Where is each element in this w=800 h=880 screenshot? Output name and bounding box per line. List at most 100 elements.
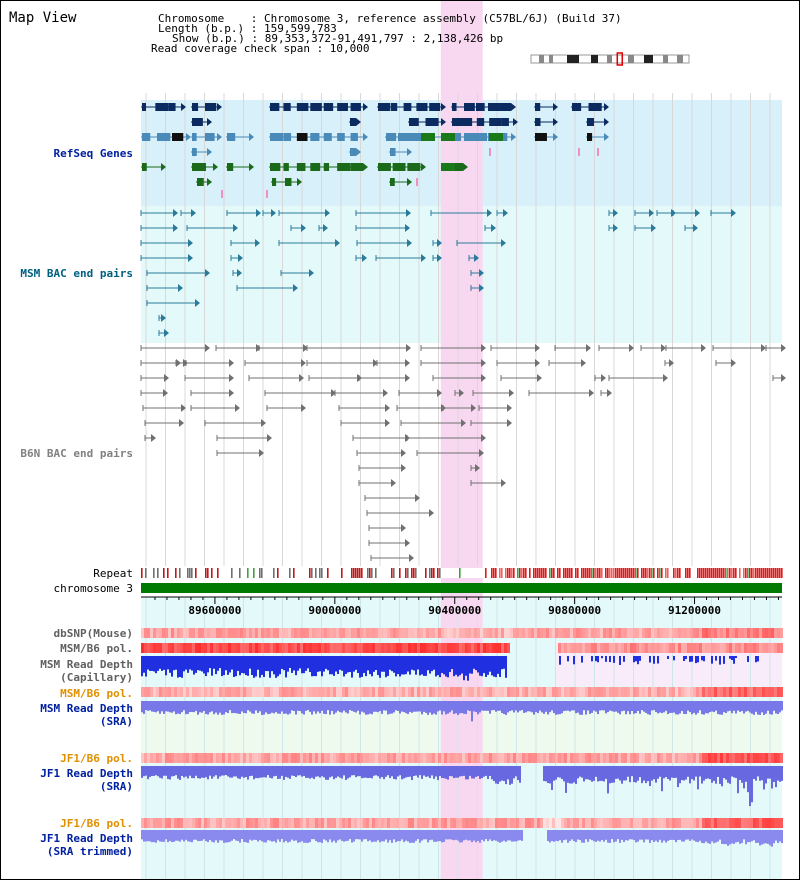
- msm-pol-sra-cell: [270, 687, 273, 697]
- jf1-depth-sra-bar: [315, 766, 317, 777]
- msm-depth-sra-bar: [665, 701, 667, 711]
- jf1-pol-cell: [276, 753, 279, 763]
- jf1-pol2-cell: [282, 818, 285, 828]
- msm-bac-pair-end-arrow: [437, 254, 442, 262]
- msm-pol-sra-cell: [690, 687, 693, 697]
- msm-depth-sra-bar: [427, 701, 429, 715]
- msm-pol-cap-cell: [636, 643, 639, 653]
- msm-depth-capillary-bar: [497, 656, 499, 674]
- msm-depth-capillary-bar: [683, 656, 685, 662]
- repeat-element: [557, 568, 559, 578]
- jf1-depth-trimmed-bar: [661, 830, 663, 843]
- dbsnp-cell: [432, 628, 435, 638]
- msm-depth-capillary-bar: [729, 656, 731, 659]
- msm-pol-sra-cell: [465, 687, 468, 697]
- jf1-depth-sra-bar: [605, 766, 607, 779]
- jf1-pol2-cell: [618, 818, 621, 828]
- msm-depth-capillary-bar: [339, 656, 341, 670]
- msm-pol-cap-cell: [315, 643, 318, 653]
- msm-depth-sra-bar: [309, 701, 311, 712]
- jf1-pol-cell: [288, 753, 291, 763]
- msm-depth-sra-bar: [707, 701, 709, 714]
- msm-pol-cap-cell: [300, 643, 303, 653]
- msm-depth-sra-bar: [305, 701, 307, 711]
- msm-pol-cap-cell: [750, 643, 753, 653]
- repeat-element: [677, 568, 679, 578]
- jf1-pol-cell: [621, 753, 624, 763]
- msm-pol-sra-cell: [288, 687, 291, 697]
- msm-depth-sra-bar: [363, 701, 365, 713]
- repeat-element: [709, 568, 711, 578]
- jf1-pol2-cell: [231, 818, 234, 828]
- msm-depth-capillary-bar: [155, 656, 157, 674]
- jf1-depth-trimmed-bar: [517, 830, 519, 841]
- msm-depth-capillary-bar: [703, 656, 705, 662]
- msm-depth-sra-bar: [763, 701, 765, 715]
- msm-pol-cap-cell: [288, 643, 291, 653]
- jf1-depth-trimmed-bar: [203, 830, 205, 840]
- repeat-element: [623, 568, 625, 578]
- jf1-pol2-cell: [483, 818, 486, 828]
- msm-depth-sra-bar: [459, 701, 461, 714]
- jf1-pol2-cell: [591, 818, 594, 828]
- gene-exon: [398, 133, 412, 141]
- repeat-element: [619, 568, 621, 578]
- jf1-pol2-cell: [432, 818, 435, 828]
- dbsnp-cell: [321, 628, 324, 638]
- msm-depth-sra-bar: [189, 701, 191, 713]
- msm-pol-cap-cell: [498, 643, 501, 653]
- repeat-element: [697, 568, 699, 578]
- msm-depth-sra-bar: [611, 701, 613, 712]
- msm-depth-sra-bar: [737, 701, 739, 711]
- repeat-element: [319, 568, 321, 578]
- msm-depth-sra-bar: [557, 701, 559, 715]
- msm-depth-sra-bar: [221, 701, 223, 715]
- msm-pol-sra-cell: [582, 687, 585, 697]
- repeat-element: [239, 568, 241, 578]
- msm-depth-sra-bar: [699, 701, 701, 711]
- jf1-pol-cell: [480, 753, 483, 763]
- repeat-element: [391, 568, 393, 578]
- msm-depth-sra-label: MSM Read Depth (SRA): [40, 702, 133, 728]
- gene-strand-arrow: [217, 133, 222, 141]
- msm-depth-sra-bar: [781, 701, 783, 711]
- msm-depth-sra-bar: [287, 701, 289, 715]
- jf1-depth-sra-bar: [771, 766, 773, 789]
- jf1-depth-trimmed-bar: [197, 830, 199, 842]
- dbsnp-cell: [156, 628, 159, 638]
- jf1-pol-cell: [465, 753, 468, 763]
- jf1-depth-trimmed-bar: [631, 830, 633, 840]
- dbsnp-cell: [513, 628, 516, 638]
- msm-depth-sra-bar: [423, 701, 425, 712]
- msm-depth-capillary-bar: [399, 656, 401, 677]
- jf1-depth-sra-bar: [427, 766, 429, 777]
- msm-depth-capillary-bar: [445, 656, 447, 677]
- msm-depth-capillary-bar: [317, 656, 319, 672]
- jf1-depth-sra-bar: [363, 766, 365, 778]
- jf1-pol2-cell: [621, 818, 624, 828]
- jf1-pol-cell: [702, 753, 705, 763]
- jf1-depth-sra-bar: [431, 766, 433, 776]
- msm-pol-sra-cell: [381, 687, 384, 697]
- msm-depth-sra-bar: [717, 701, 719, 715]
- repeat-element: [629, 568, 631, 578]
- msm-pol-cap-cell: [258, 643, 261, 653]
- dbsnp-cell: [525, 628, 528, 638]
- msm-depth-capillary-bar: [619, 656, 621, 665]
- msm-depth-capillary-bar: [481, 656, 483, 677]
- msm-depth-capillary-bar: [451, 656, 453, 670]
- msm-pol-sra-cell: [606, 687, 609, 697]
- msm-depth-sra-bar: [217, 701, 219, 715]
- msm-bac-pair-end-arrow: [195, 299, 200, 307]
- msm-pol-sra-cell: [411, 687, 414, 697]
- msm-depth-capillary-bar: [667, 656, 669, 659]
- msm-pol-cap-cell: [372, 643, 375, 653]
- jf1-depth-sra-bar: [187, 766, 189, 779]
- jf1-pol-cell: [711, 753, 714, 763]
- repeat-element: [705, 568, 707, 578]
- jf1-depth-trimmed-bar: [745, 830, 747, 845]
- jf1-pol-cell: [603, 753, 606, 763]
- dbsnp-cell: [528, 628, 531, 638]
- msm-pol-cap-cell: [468, 643, 471, 653]
